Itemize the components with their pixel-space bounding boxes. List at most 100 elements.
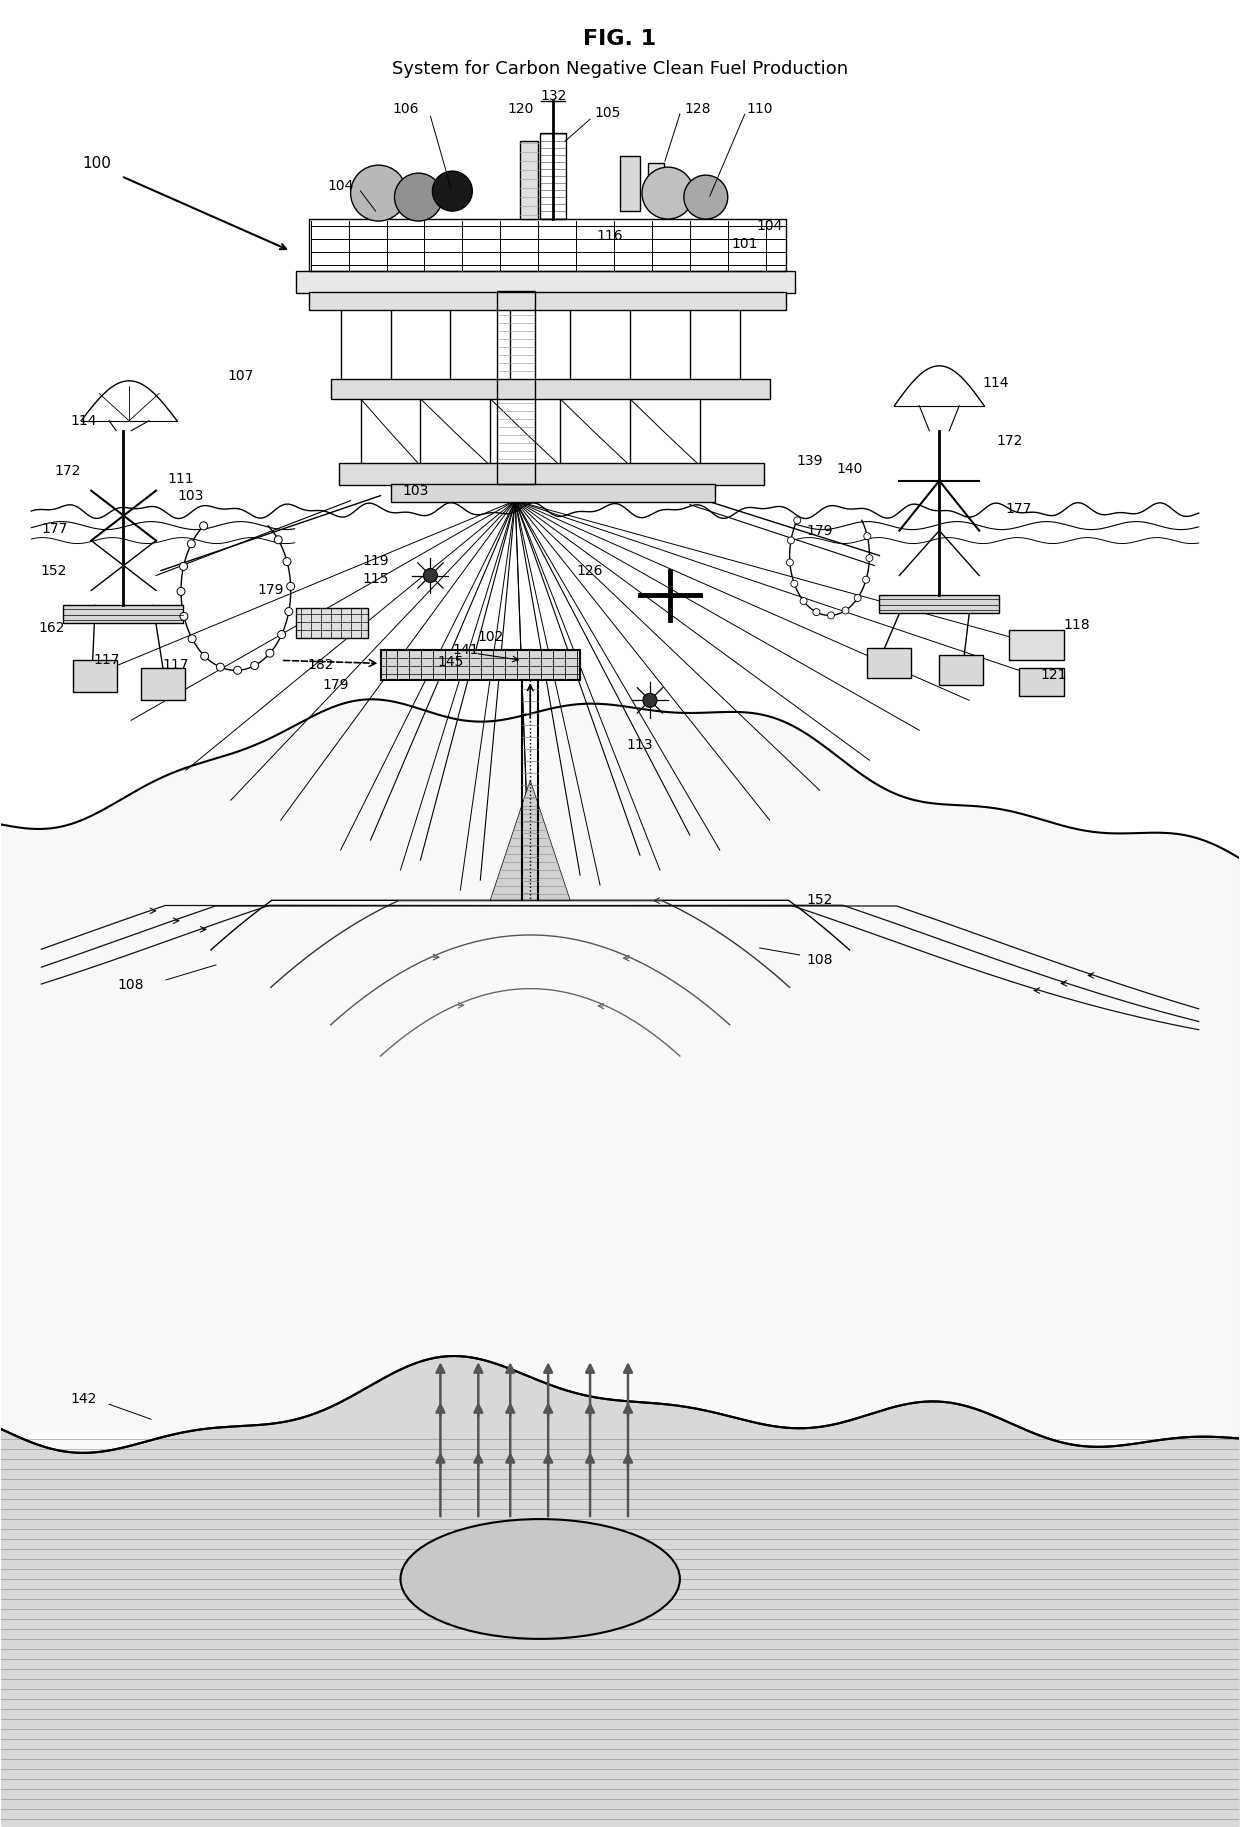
- Circle shape: [813, 608, 820, 616]
- Circle shape: [233, 667, 242, 674]
- Text: 105: 105: [595, 106, 621, 121]
- Text: 107: 107: [228, 369, 254, 384]
- Text: 152: 152: [806, 893, 833, 906]
- Text: 139: 139: [796, 453, 823, 468]
- FancyBboxPatch shape: [939, 656, 983, 685]
- Text: 177: 177: [41, 521, 67, 535]
- Text: 179: 179: [806, 524, 833, 537]
- Text: 152: 152: [40, 563, 67, 577]
- FancyBboxPatch shape: [309, 292, 786, 311]
- Circle shape: [351, 164, 407, 221]
- Circle shape: [827, 612, 835, 619]
- Circle shape: [201, 652, 208, 660]
- Text: 106: 106: [392, 102, 419, 117]
- Text: 115: 115: [362, 572, 389, 585]
- FancyBboxPatch shape: [73, 660, 117, 692]
- FancyBboxPatch shape: [295, 270, 795, 292]
- Text: 100: 100: [83, 155, 112, 170]
- Text: 128: 128: [684, 102, 711, 117]
- Text: 179: 179: [258, 583, 284, 597]
- Text: 162: 162: [38, 621, 64, 636]
- Text: 103: 103: [177, 488, 205, 502]
- Circle shape: [200, 523, 207, 530]
- Text: 113: 113: [626, 738, 653, 753]
- Circle shape: [794, 517, 801, 524]
- Circle shape: [791, 581, 797, 586]
- FancyBboxPatch shape: [620, 155, 640, 212]
- Text: 172: 172: [996, 433, 1022, 448]
- Text: 104: 104: [756, 219, 782, 234]
- Text: 114: 114: [983, 376, 1009, 389]
- Circle shape: [250, 661, 259, 669]
- Circle shape: [787, 537, 795, 544]
- Text: 102: 102: [477, 630, 503, 645]
- Circle shape: [854, 594, 861, 601]
- Text: 121: 121: [1040, 669, 1068, 681]
- Text: 117: 117: [94, 654, 120, 667]
- Text: 103: 103: [402, 484, 429, 497]
- Circle shape: [644, 692, 657, 707]
- Text: 182: 182: [308, 658, 334, 672]
- Text: 104: 104: [327, 179, 353, 194]
- Circle shape: [866, 555, 873, 561]
- FancyBboxPatch shape: [1019, 669, 1064, 696]
- Circle shape: [285, 608, 293, 616]
- Polygon shape: [490, 780, 570, 901]
- Circle shape: [642, 166, 694, 219]
- Text: 108: 108: [806, 954, 833, 966]
- Circle shape: [187, 539, 196, 548]
- Text: 110: 110: [746, 102, 773, 117]
- FancyBboxPatch shape: [331, 378, 770, 398]
- Text: 132: 132: [539, 90, 567, 104]
- Text: 108: 108: [118, 977, 144, 992]
- FancyBboxPatch shape: [295, 608, 367, 638]
- Text: 101: 101: [732, 238, 758, 250]
- Text: 120: 120: [507, 102, 533, 117]
- FancyBboxPatch shape: [649, 163, 663, 208]
- FancyBboxPatch shape: [879, 596, 999, 614]
- Text: 117: 117: [162, 658, 190, 672]
- Circle shape: [177, 588, 185, 596]
- FancyBboxPatch shape: [63, 605, 184, 623]
- Text: FIG. 1: FIG. 1: [584, 29, 656, 49]
- Circle shape: [265, 649, 274, 658]
- Circle shape: [180, 612, 188, 621]
- Text: System for Carbon Negative Clean Fuel Production: System for Carbon Negative Clean Fuel Pr…: [392, 60, 848, 79]
- Text: 142: 142: [69, 1392, 97, 1407]
- Circle shape: [286, 583, 295, 590]
- Circle shape: [863, 576, 869, 583]
- FancyBboxPatch shape: [868, 649, 911, 678]
- FancyBboxPatch shape: [141, 669, 185, 700]
- Circle shape: [786, 559, 794, 566]
- Circle shape: [800, 597, 807, 605]
- Circle shape: [188, 634, 196, 643]
- Text: 116: 116: [596, 228, 624, 243]
- FancyBboxPatch shape: [391, 484, 714, 502]
- Circle shape: [216, 663, 224, 671]
- Text: 141: 141: [453, 643, 479, 658]
- Circle shape: [683, 175, 728, 219]
- FancyBboxPatch shape: [1009, 630, 1064, 660]
- Circle shape: [283, 557, 291, 566]
- Circle shape: [433, 172, 472, 212]
- Circle shape: [180, 563, 187, 570]
- FancyBboxPatch shape: [339, 462, 764, 484]
- Text: 177: 177: [1006, 502, 1032, 515]
- Text: 111: 111: [167, 471, 195, 486]
- Circle shape: [394, 174, 443, 221]
- Text: 179: 179: [322, 678, 348, 692]
- Ellipse shape: [401, 1518, 680, 1639]
- Circle shape: [278, 630, 285, 639]
- FancyBboxPatch shape: [381, 650, 580, 680]
- FancyBboxPatch shape: [521, 141, 538, 219]
- Circle shape: [864, 533, 870, 539]
- Circle shape: [423, 568, 438, 583]
- Text: 118: 118: [1064, 618, 1090, 632]
- Text: 172: 172: [55, 464, 81, 477]
- Text: 140: 140: [836, 462, 863, 475]
- Text: 114: 114: [69, 413, 97, 428]
- Text: 145: 145: [438, 656, 464, 669]
- Text: 119: 119: [362, 554, 389, 568]
- Circle shape: [274, 535, 283, 544]
- Circle shape: [842, 607, 849, 614]
